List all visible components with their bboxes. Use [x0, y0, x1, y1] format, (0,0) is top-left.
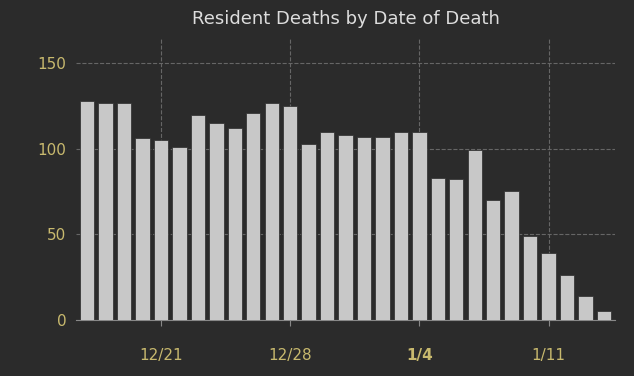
Bar	[412, 132, 427, 320]
Bar	[117, 103, 131, 320]
Bar	[339, 135, 353, 320]
Bar	[375, 137, 390, 320]
Bar	[191, 115, 205, 320]
Bar	[486, 200, 500, 320]
Bar	[172, 147, 186, 320]
Bar	[209, 123, 224, 320]
Text: 12/21: 12/21	[139, 348, 183, 363]
Bar	[578, 296, 593, 320]
Bar	[135, 138, 150, 320]
Text: 1/11: 1/11	[531, 348, 566, 363]
Text: 12/28: 12/28	[268, 348, 312, 363]
Bar	[154, 140, 168, 320]
Bar	[449, 179, 463, 320]
Bar	[523, 236, 537, 320]
Bar	[357, 137, 371, 320]
Bar	[597, 311, 611, 320]
Text: 1/4: 1/4	[406, 348, 433, 363]
Bar	[320, 132, 334, 320]
Bar	[283, 106, 297, 320]
Bar	[246, 113, 261, 320]
Bar	[301, 144, 316, 320]
Bar	[541, 253, 556, 320]
Bar	[560, 275, 574, 320]
Bar	[228, 128, 242, 320]
Bar	[394, 132, 408, 320]
Bar	[264, 103, 279, 320]
Bar	[505, 191, 519, 320]
Bar	[98, 103, 113, 320]
Title: Resident Deaths by Date of Death: Resident Deaths by Date of Death	[191, 10, 500, 28]
Bar	[467, 150, 482, 320]
Bar	[430, 178, 445, 320]
Bar	[80, 101, 94, 320]
